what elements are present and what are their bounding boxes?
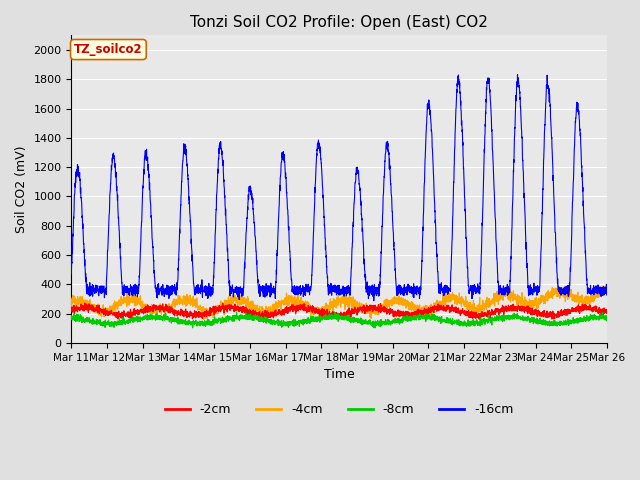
Text: TZ_soilco2: TZ_soilco2	[74, 43, 143, 56]
Title: Tonzi Soil CO2 Profile: Open (East) CO2: Tonzi Soil CO2 Profile: Open (East) CO2	[190, 15, 488, 30]
Y-axis label: Soil CO2 (mV): Soil CO2 (mV)	[15, 145, 28, 233]
Legend: -2cm, -4cm, -8cm, -16cm: -2cm, -4cm, -8cm, -16cm	[159, 398, 518, 421]
X-axis label: Time: Time	[324, 368, 355, 381]
